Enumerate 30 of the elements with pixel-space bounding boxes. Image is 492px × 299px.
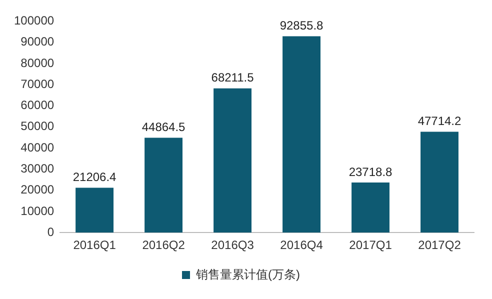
bar (282, 36, 320, 233)
x-tick-label: 2016Q3 (211, 238, 254, 252)
data-label: 68211.5 (211, 70, 254, 85)
data-label: 23718.8 (348, 164, 393, 179)
data-label: 92855.8 (280, 18, 324, 33)
x-tick-label: 2016Q4 (280, 238, 324, 252)
y-tick-label: 70000 (20, 76, 54, 91)
y-tick-label: 0 (47, 224, 54, 239)
x-tick-label: 2016Q1 (73, 238, 116, 252)
data-label: 21206.4 (72, 170, 117, 184)
x-tick-label: 2017Q2 (418, 238, 462, 252)
y-tick-label: 100000 (14, 14, 54, 28)
bar (144, 138, 183, 233)
bar (76, 188, 114, 233)
legend-label: 销售量累计值(万条) (195, 267, 300, 282)
x-tick-label: 2017Q1 (349, 238, 392, 252)
bar (214, 88, 252, 233)
y-tick-label: 20000 (20, 182, 54, 197)
data-label: 47714.2 (418, 114, 462, 128)
y-tick-label: 10000 (20, 204, 54, 218)
y-tick-label: 40000 (20, 140, 54, 154)
y-tick-label: 60000 (20, 98, 54, 112)
y-tick-label: 30000 (20, 161, 54, 176)
data-label: 44864.5 (142, 120, 186, 134)
y-tick-label: 90000 (20, 34, 54, 49)
y-tick-label: 50000 (20, 119, 54, 134)
bar (352, 182, 390, 233)
x-tick-label: 2016Q2 (142, 238, 186, 252)
bar (420, 132, 458, 233)
y-tick-label: 80000 (20, 56, 54, 70)
